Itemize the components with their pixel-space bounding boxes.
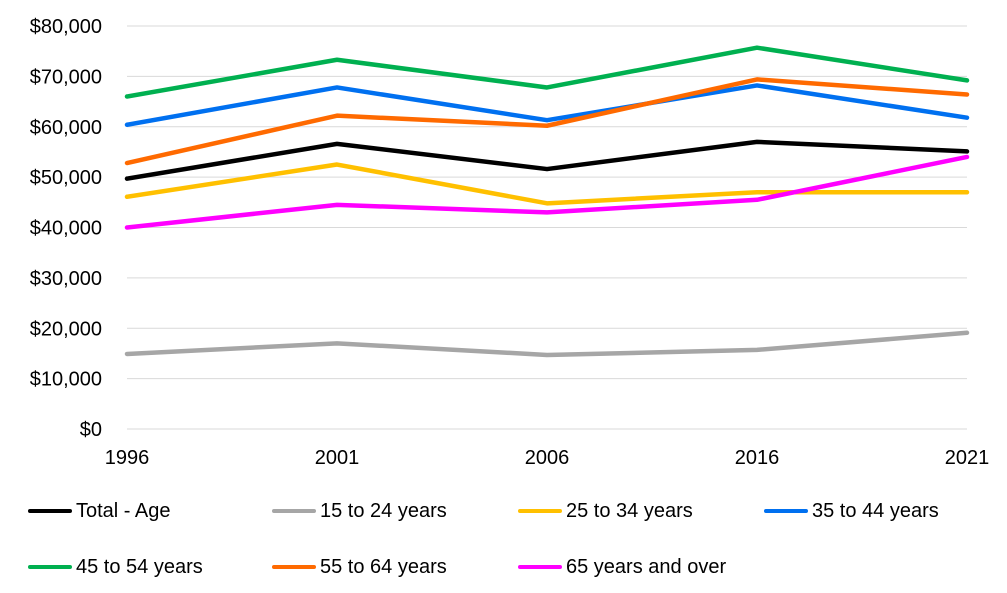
legend-swatch (28, 509, 72, 513)
legend-label: 25 to 34 years (566, 499, 693, 522)
series-line-35-to-44-years (124, 83, 970, 127)
series-line-65-years-and-over (124, 154, 970, 230)
series-line-55-to-64-years (124, 77, 970, 166)
series-lines (124, 45, 970, 358)
y-tick-label: $40,000 (30, 218, 102, 240)
legend-swatch (272, 509, 316, 513)
legend-swatch (518, 509, 562, 513)
y-tick-label: $60,000 (30, 117, 102, 139)
legend-label: 55 to 64 years (320, 555, 447, 578)
y-axis-tick-labels: $0 $10,000 $20,000 $30,000 $40,000 $50,000 $60… (30, 16, 102, 441)
y-tick-label: $80,000 (30, 16, 102, 38)
x-tick-label: 2021 (945, 447, 990, 469)
y-tick-label: $50,000 (30, 167, 102, 189)
legend-swatch (518, 565, 562, 569)
y-tick-label: $30,000 (30, 268, 102, 290)
legend-label: Total - Age (76, 499, 171, 522)
legend-item: 15 to 24 years (272, 496, 447, 526)
legend-item: 65 years and over (518, 552, 726, 582)
line-chart: $0 $10,000 $20,000 $30,000 $40,000 $50,000 $60… (30, 16, 990, 469)
legend-swatch (272, 565, 316, 569)
y-tick-label: $10,000 (30, 369, 102, 391)
x-tick-label: 1996 (105, 447, 150, 469)
legend-item: 25 to 34 years (518, 496, 693, 526)
y-tick-label: $70,000 (30, 66, 102, 88)
legend-swatch (764, 509, 808, 513)
x-axis-tick-labels: 1996 2001 2006 2016 2021 (105, 447, 990, 469)
legend-label: 15 to 24 years (320, 499, 447, 522)
y-tick-label: $0 (80, 419, 102, 441)
legend-swatch (28, 565, 72, 569)
series-line-45-to-54-years (124, 45, 970, 99)
legend-label: 35 to 44 years (812, 499, 939, 522)
legend-item: 55 to 64 years (272, 552, 447, 582)
legend-item: Total - Age (28, 496, 171, 526)
y-tick-label: $20,000 (30, 318, 102, 340)
legend-label: 65 years and over (566, 555, 727, 578)
x-tick-label: 2006 (525, 447, 570, 469)
series-line-total-age (124, 139, 970, 181)
legend-item: 45 to 54 years (28, 552, 203, 582)
series-line-15-to-24-years (124, 330, 970, 358)
legend-item: 35 to 44 years (764, 496, 939, 526)
legend-label: 45 to 54 years (76, 555, 203, 578)
legend: Total - Age 15 to 24 years 25 to 34 years 3… (0, 484, 1007, 593)
series-line-25-to-34-years (124, 162, 970, 206)
x-tick-label: 2001 (315, 447, 360, 469)
x-tick-label: 2016 (735, 447, 780, 469)
